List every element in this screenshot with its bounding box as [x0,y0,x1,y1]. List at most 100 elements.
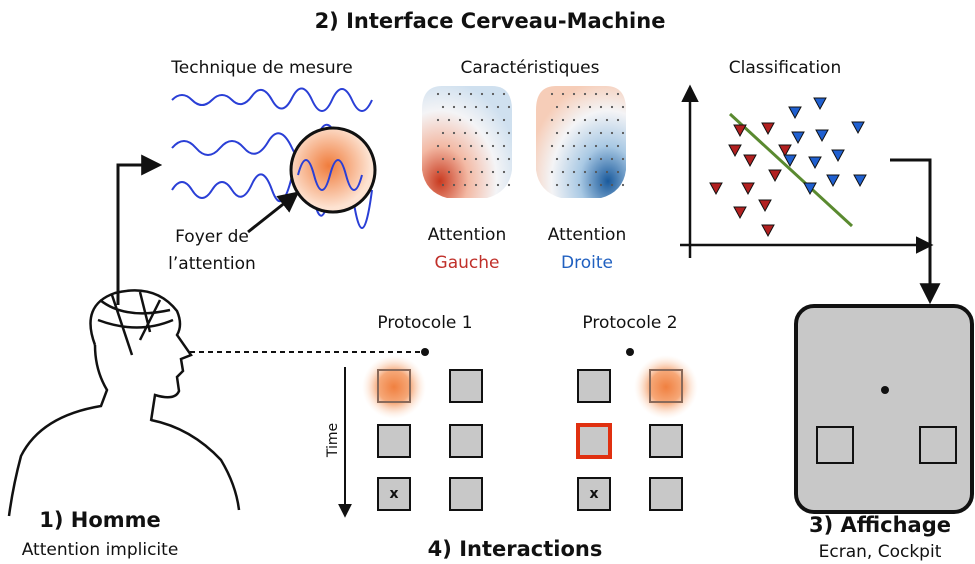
electrode [474,157,478,161]
electrode [599,131,603,135]
electrode [555,105,559,109]
interactions-title: 4) Interactions [428,537,603,561]
stimulus [449,477,483,511]
stimulus [377,369,411,403]
electrode [616,118,620,122]
sample [831,149,845,163]
electrode [594,92,598,96]
electrode [594,170,598,174]
sample [761,122,775,136]
electrode [550,144,554,148]
electrode [507,131,511,135]
flow-arrow [890,158,941,305]
electrode [491,144,495,148]
electrode [447,170,451,174]
topomap-right [536,86,626,198]
human [7,289,241,517]
electrode [561,118,565,122]
electrode [463,131,467,135]
electrode [496,105,500,109]
fixation [421,348,429,356]
electrode [441,183,445,187]
electrode [555,183,559,187]
topomap-left [422,86,512,198]
stimulus [377,477,411,511]
stimulus [377,424,411,458]
stimulus [576,423,612,459]
electrode [491,92,495,96]
electrode [480,170,484,174]
electrode [550,118,554,122]
electrode [485,157,489,161]
sample [791,131,805,145]
electrode [605,170,609,174]
electrode [458,118,462,122]
electrode [469,170,473,174]
electrode [588,157,592,161]
stimuli [377,369,683,511]
sample [741,182,755,196]
stimulus [577,369,611,403]
electrode [566,157,570,161]
electrode [605,92,609,96]
electrode [577,131,581,135]
electrode [550,92,554,96]
sample [733,206,747,220]
stimulus [449,424,483,458]
electrode [577,183,581,187]
sample [783,154,797,168]
separator [728,112,854,228]
display-subtitle: Ecran, Cockpit [819,542,942,562]
electrode [452,157,456,161]
section-label: Technique de mesure [170,58,352,78]
flow-arrow [116,154,163,305]
electrode [588,131,592,135]
electrode [610,105,614,109]
electrode [616,170,620,174]
electrode [480,118,484,122]
electrode [566,131,570,135]
electrode [474,183,478,187]
map-label: Attention [428,225,506,245]
electrode [436,92,440,96]
electrode [594,118,598,122]
electrode [561,92,565,96]
electrode [621,157,625,161]
sample [743,154,757,168]
electrode [561,170,565,174]
electrode [485,105,489,109]
electrode [469,92,473,96]
fixation [881,386,889,394]
time-label: Time [325,423,341,458]
electrode [485,183,489,187]
electrode [621,131,625,135]
electrode [594,144,598,148]
electrode [474,105,478,109]
electrode [583,170,587,174]
stimulus-mark: x [589,486,598,502]
electrode [507,183,511,187]
sample [803,182,817,196]
electrode [452,105,456,109]
electrode [502,170,506,174]
electrode [550,170,554,174]
electrode [469,144,473,148]
electrode [441,157,445,161]
sample [768,169,782,183]
electrode [588,183,592,187]
sample [853,174,867,188]
electrode [572,118,576,122]
sample [788,106,802,120]
electrode [599,157,603,161]
electrode [474,131,478,135]
electrode [555,157,559,161]
electrode [561,144,565,148]
focus-circle [289,126,377,214]
electrode [616,92,620,96]
electrode [599,183,603,187]
electrode [447,118,451,122]
electrode [583,118,587,122]
electrode [572,144,576,148]
electrode [507,157,511,161]
